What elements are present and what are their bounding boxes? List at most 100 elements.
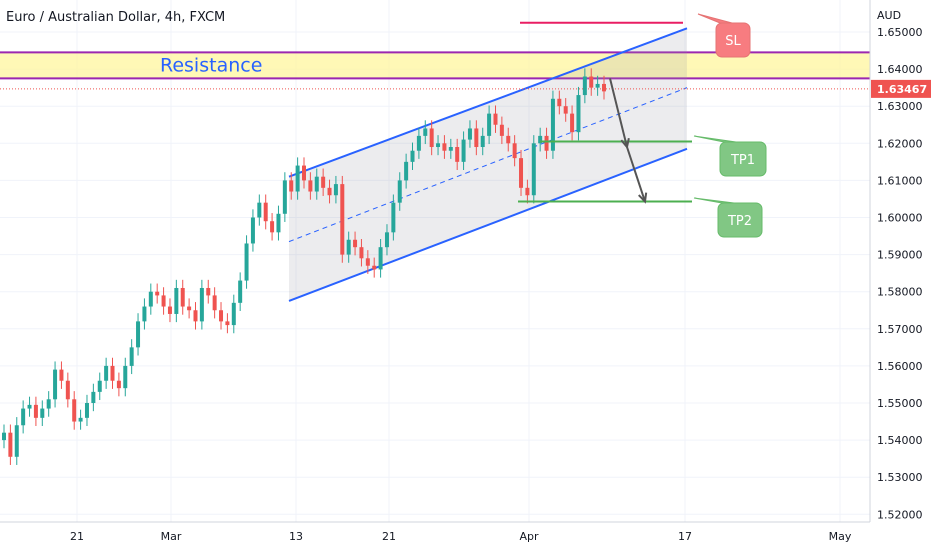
candle-body xyxy=(250,217,255,244)
candle-body xyxy=(333,184,338,196)
price-tick-label: 1.62000 xyxy=(877,137,923,150)
candle-body xyxy=(576,95,581,133)
price-tick-label: 1.53000 xyxy=(877,471,923,484)
candle-body xyxy=(295,165,300,192)
projection-arrows xyxy=(609,78,648,204)
candle-body xyxy=(53,369,58,400)
candle-body xyxy=(442,143,447,151)
candle-body xyxy=(180,287,185,307)
candle-body xyxy=(314,176,319,192)
price-tick-label: 1.61000 xyxy=(877,174,923,187)
candle-body xyxy=(238,280,243,303)
candle-body xyxy=(104,365,109,381)
candle-body xyxy=(219,310,224,322)
candle-body xyxy=(404,161,409,181)
candle-body xyxy=(161,295,166,307)
candle-body xyxy=(474,128,479,148)
channel-upper-line xyxy=(288,27,688,178)
candle-body xyxy=(557,98,562,107)
candle-body xyxy=(193,310,198,322)
take-profit-1-callout-text: TP1 xyxy=(730,153,755,168)
candle-body xyxy=(372,265,377,270)
candle-body xyxy=(423,128,428,136)
candle-body xyxy=(410,150,415,162)
candle-body xyxy=(199,287,204,322)
take-profit-2-callout-pointer xyxy=(693,197,735,204)
candle-body xyxy=(142,306,147,322)
candle-body xyxy=(346,239,351,255)
candle-body xyxy=(212,295,217,311)
candle-body xyxy=(436,143,441,148)
candle-body xyxy=(531,143,536,196)
candle-body xyxy=(40,408,45,418)
candle-body xyxy=(378,247,383,270)
candle-body xyxy=(225,321,230,326)
candle-body xyxy=(538,135,543,144)
chart-title: Euro / Australian Dollar, 4h, FXCM xyxy=(6,10,225,25)
candle-body xyxy=(257,202,262,218)
stop-loss-callout-text: SL xyxy=(725,34,741,49)
candle-body xyxy=(33,404,38,418)
candle-body xyxy=(602,83,606,92)
current-price-tag-bg xyxy=(871,79,931,98)
channel-mid-line xyxy=(288,87,688,243)
time-tick-label: May xyxy=(829,530,852,543)
candle-body xyxy=(78,417,83,422)
projection-arrowhead xyxy=(620,137,630,150)
candle-body xyxy=(308,180,313,192)
candle-body xyxy=(455,147,460,162)
time-axis: 21 Mar 13 21 Apr 17 May xyxy=(0,521,870,543)
candle-body xyxy=(8,432,13,457)
price-tick-label: 1.54000 xyxy=(877,434,923,447)
candle-body xyxy=(595,83,600,88)
candle-body xyxy=(282,180,287,214)
candle-body xyxy=(384,232,389,248)
price-tick-label: 1.58000 xyxy=(877,286,923,299)
candles xyxy=(2,68,606,465)
candle-body xyxy=(487,113,492,136)
candle-body xyxy=(46,399,51,409)
candle-body xyxy=(27,404,32,409)
stop-loss-callout: SL xyxy=(697,13,751,58)
price-tick-label: 1.55000 xyxy=(877,397,923,410)
resistance-label: Resistance xyxy=(160,54,262,76)
price-tick-label: 1.60000 xyxy=(877,212,923,225)
candle-body xyxy=(525,187,530,196)
price-tick-label: 1.64000 xyxy=(877,63,923,76)
candle-body xyxy=(155,291,160,296)
take-profit-2-callout-box xyxy=(717,202,763,238)
candle-body xyxy=(582,76,587,96)
candle-body xyxy=(244,243,249,281)
time-tick-label: 17 xyxy=(678,530,692,543)
candle-body xyxy=(397,180,402,203)
candle-body xyxy=(391,202,396,233)
candle-body xyxy=(289,180,294,192)
candle-body xyxy=(499,124,504,136)
candle-body xyxy=(231,302,236,326)
callouts: SL TP1 TP2 xyxy=(693,13,767,238)
candle-body xyxy=(187,306,192,311)
take-profit-2-callout: TP2 xyxy=(693,197,763,238)
candle-body xyxy=(359,247,364,259)
time-tick-label: 21 xyxy=(382,530,396,543)
candle-body xyxy=(91,391,96,403)
candle-body xyxy=(327,187,332,196)
take-profit-1-callout: TP1 xyxy=(693,135,767,177)
candle-body xyxy=(206,287,211,296)
candle-body xyxy=(97,380,102,392)
take-profit-1-callout-pointer xyxy=(693,135,737,143)
candle-body xyxy=(2,432,6,441)
price-axis: 1.65000 1.64000 1.63000 1.62000 1.61000 1.600… xyxy=(877,26,923,521)
candle-body xyxy=(544,135,549,151)
candle-body xyxy=(321,176,326,188)
candle-body xyxy=(340,184,345,255)
candle-body xyxy=(123,365,128,389)
time-tick-label: Mar xyxy=(161,530,182,543)
candle-body xyxy=(110,365,115,381)
candle-body xyxy=(14,425,19,457)
candle-body xyxy=(116,380,121,389)
candle-body xyxy=(512,143,517,159)
candle-body xyxy=(84,403,89,418)
currency-label: AUD xyxy=(877,9,901,22)
